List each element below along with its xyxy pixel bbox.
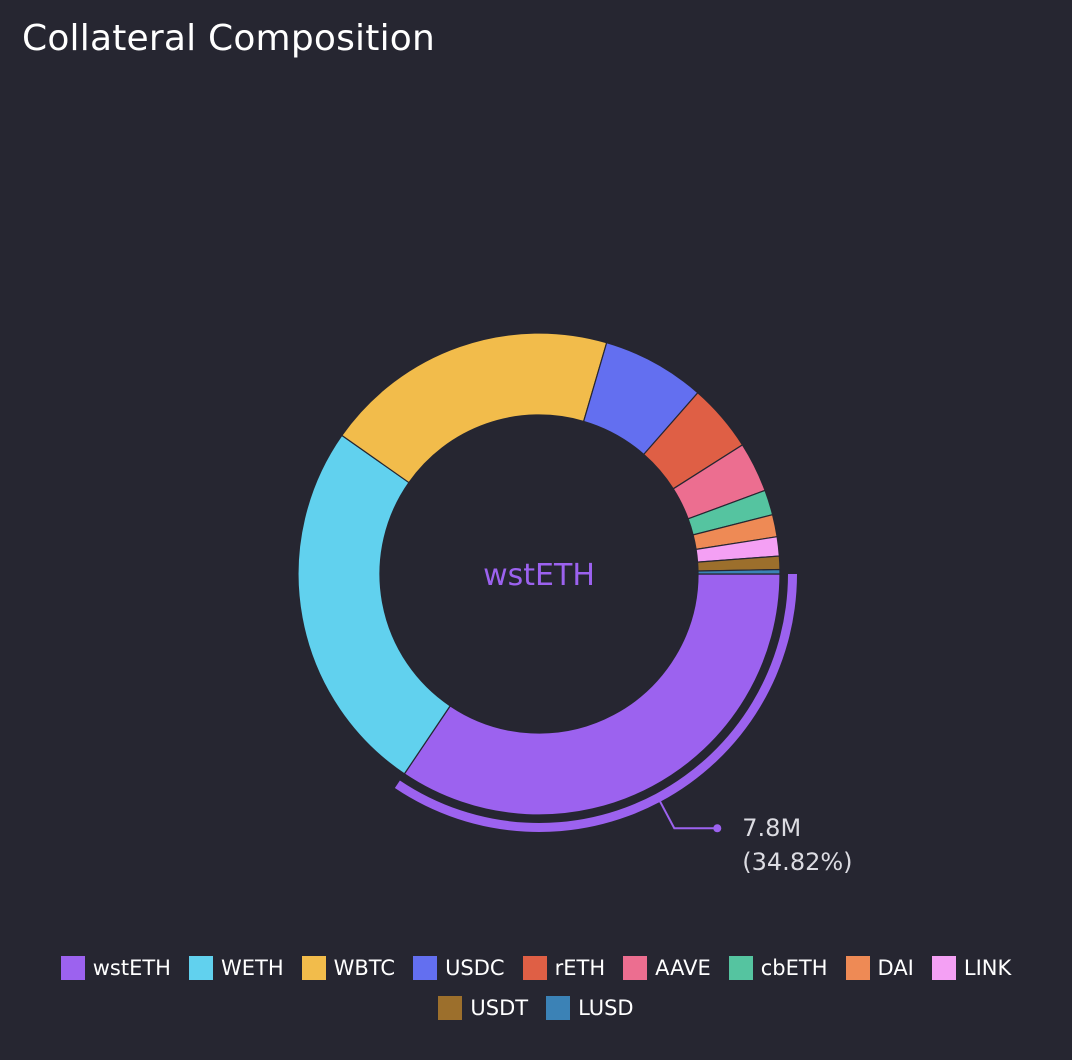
legend-item-cbeth[interactable]: cbETH bbox=[728, 956, 828, 980]
legend-label: rETH bbox=[554, 956, 606, 980]
legend-item-reth[interactable]: rETH bbox=[522, 956, 606, 980]
legend-swatch bbox=[413, 956, 438, 980]
legend-item-aave[interactable]: AAVE bbox=[623, 956, 711, 980]
donut-chart: 7.8M (34.82%) wstETH bbox=[297, 332, 853, 876]
legend-label: WETH bbox=[220, 956, 284, 980]
tooltip-leader-dot bbox=[713, 824, 722, 833]
legend-item-usdt[interactable]: USDT bbox=[438, 996, 528, 1020]
legend-swatch bbox=[728, 956, 753, 980]
legend-swatch bbox=[623, 956, 648, 980]
legend-swatch bbox=[845, 956, 870, 980]
legend-item-weth[interactable]: WETH bbox=[188, 956, 284, 980]
highlight-arc bbox=[394, 574, 797, 832]
legend-swatch bbox=[188, 956, 213, 980]
legend-item-wsteth[interactable]: wstETH bbox=[60, 956, 171, 980]
legend-item-wbtc[interactable]: WBTC bbox=[301, 956, 396, 980]
legend-label: LUSD bbox=[578, 996, 634, 1020]
legend-label: USDT bbox=[470, 996, 529, 1020]
legend-label: wstETH bbox=[92, 956, 171, 980]
legend-label: USDC bbox=[445, 956, 505, 980]
slice-lusd[interactable] bbox=[697, 568, 781, 575]
legend-swatch bbox=[60, 956, 85, 980]
legend-swatch bbox=[522, 956, 547, 980]
tooltip-percent: (34.82%) bbox=[742, 848, 852, 876]
legend-swatch bbox=[931, 956, 956, 980]
legend-label: WBTC bbox=[333, 956, 396, 980]
legend-item-usdc[interactable]: USDC bbox=[413, 956, 505, 980]
legend-item-lusd[interactable]: LUSD bbox=[546, 996, 634, 1020]
legend-item-link[interactable]: LINK bbox=[931, 956, 1012, 980]
legend-swatch bbox=[438, 996, 463, 1020]
slice-wbtc[interactable] bbox=[340, 332, 608, 484]
legend-swatch bbox=[546, 996, 571, 1020]
tooltip-leader-line bbox=[656, 795, 718, 830]
slice-wsteth[interactable] bbox=[403, 573, 781, 816]
tooltip-value: 7.8M bbox=[742, 814, 801, 842]
chart-legend: wstETH WETH WBTC USDC rETH AAVE cbETH DAI LINK US… bbox=[40, 956, 1032, 1020]
legend-swatch bbox=[301, 956, 326, 980]
center-label: wstETH bbox=[483, 558, 595, 593]
legend-label: DAI bbox=[877, 956, 914, 980]
legend-label: LINK bbox=[963, 956, 1012, 980]
legend-label: AAVE bbox=[655, 956, 711, 980]
legend-label: cbETH bbox=[760, 956, 828, 980]
slice-weth[interactable] bbox=[297, 434, 452, 775]
chart-title: Collateral Composition bbox=[22, 18, 436, 59]
legend-item-dai[interactable]: DAI bbox=[845, 956, 914, 980]
